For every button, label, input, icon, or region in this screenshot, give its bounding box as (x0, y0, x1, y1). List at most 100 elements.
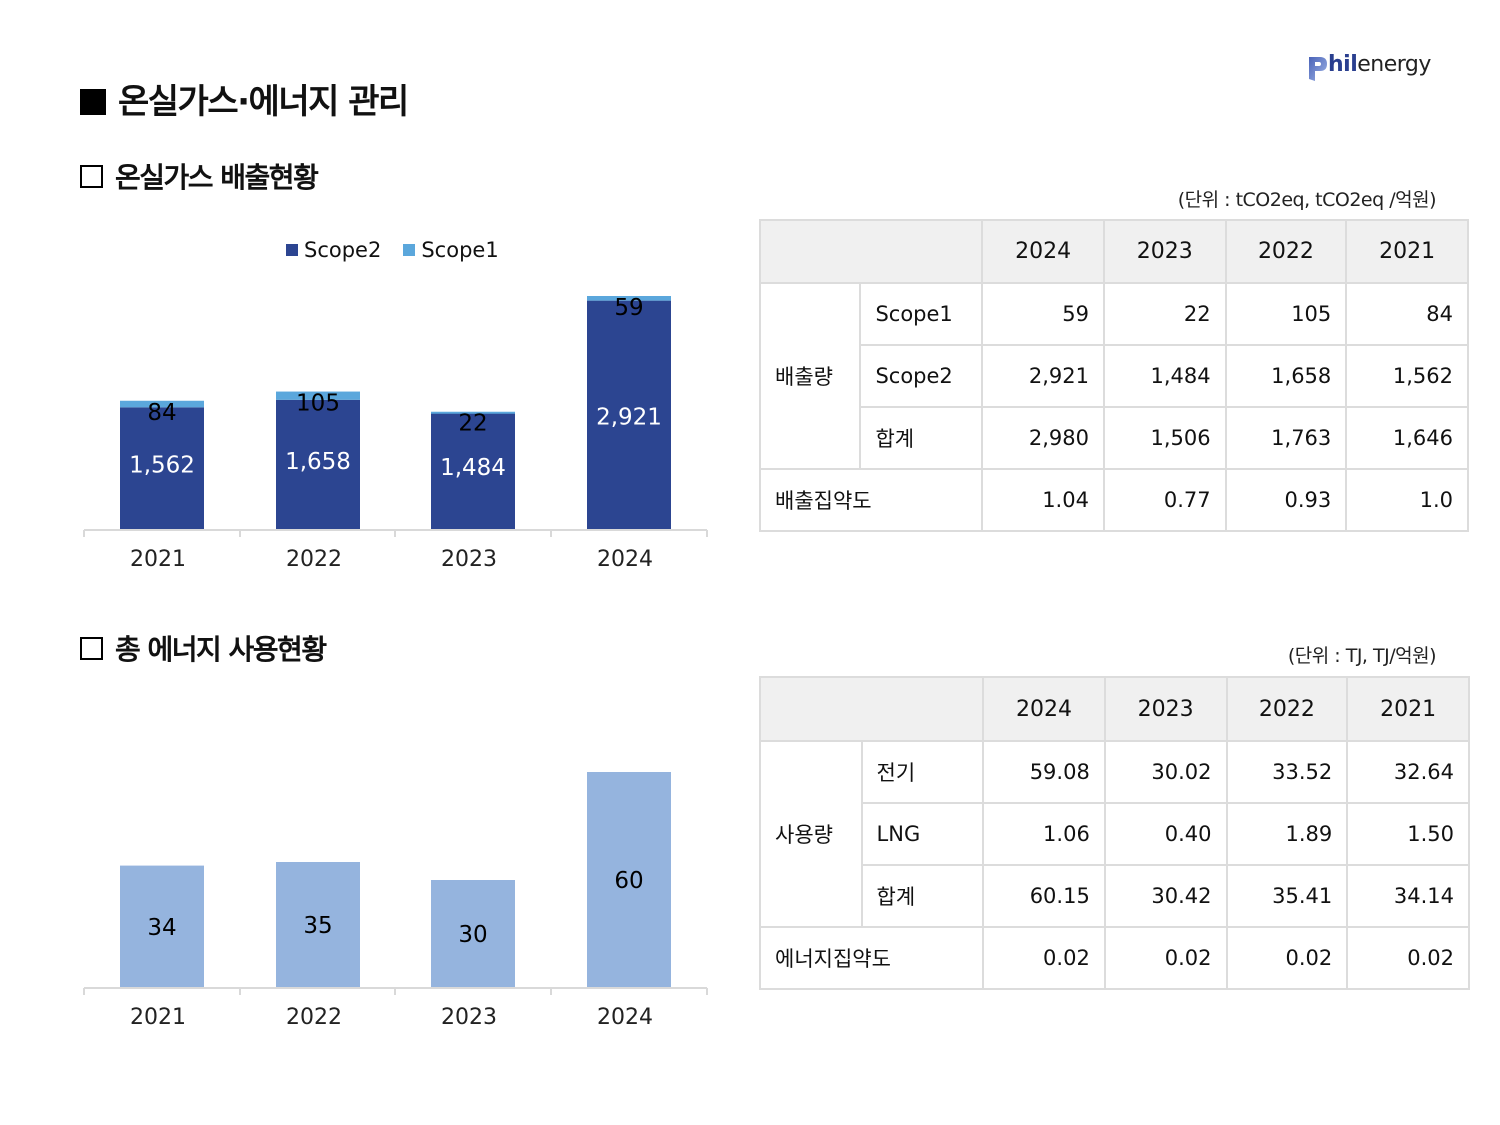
bar-scope1 (431, 411, 515, 414)
ghg-section-title: 온실가스 배출현황 (80, 156, 319, 196)
row-group-label: 사용량 (759, 740, 863, 928)
x-tick-label: 2022 (286, 1005, 342, 1030)
row-label: 합계 (859, 406, 984, 470)
company-logo: hilenergy (1306, 52, 1446, 86)
row-label: Scope1 (859, 282, 984, 346)
row-label: 에너지집약도 (758, 926, 985, 990)
x-tick-label: 2023 (441, 1005, 497, 1030)
ghg-unit-label: (단위 : tCO2eq, tCO2eq /억원) (1177, 189, 1437, 211)
table-cell: 1.50 (1346, 802, 1470, 866)
table-cell: 1,562 (1345, 344, 1469, 408)
data-label-scope2: 2,921 (596, 405, 662, 431)
table-cell: 0.02 (982, 926, 1106, 990)
table-cell: 0.02 (1103, 926, 1228, 990)
data-label-scope1: 105 (296, 391, 340, 417)
table-cell: 0.02 (1346, 926, 1470, 990)
table-cell: 0.40 (1103, 802, 1228, 866)
x-tick-label: 2021 (130, 1005, 186, 1030)
legend-item-scope1: Scope1 (403, 238, 499, 262)
chart-legend: Scope2 Scope1 (286, 238, 521, 262)
bar-scope2 (120, 407, 204, 530)
table-cell: 32.64 (1346, 740, 1470, 804)
legend-label-scope2: Scope2 (304, 238, 382, 262)
bar-scope2 (276, 399, 360, 530)
table-cell: 2,921 (981, 344, 1105, 408)
data-label-energy: 60 (614, 868, 643, 894)
table-cell: 34.14 (1346, 864, 1470, 928)
energy-section-title-text: 총 에너지 사용현황 (115, 633, 327, 666)
energy-unit-label: (단위 : TJ, TJ/억원) (1287, 645, 1437, 667)
table-cell: 59.08 (982, 740, 1106, 804)
x-tick-label: 2024 (597, 547, 653, 572)
table-cell: 1,763 (1224, 406, 1348, 470)
energy-usage-table: 2024 2023 2022 2021 사용량 전기 59.08 30.02 3… (758, 676, 1470, 990)
table-cell: 60.15 (982, 864, 1106, 928)
data-label-scope2: 1,484 (440, 455, 506, 481)
table-header-year: 2023 (1103, 676, 1228, 742)
table-cell: 30.42 (1103, 864, 1228, 928)
table-row: 합계 2,980 1,506 1,763 1,646 (760, 406, 1469, 470)
legend-item-scope2: Scope2 (286, 238, 381, 262)
row-group-label: 배출량 (758, 282, 862, 470)
logo-mark-icon (1309, 57, 1327, 81)
table-cell: 0.93 (1224, 468, 1348, 532)
table-cell: 1,484 (1102, 344, 1227, 408)
table-header-row: 2024 2023 2022 2021 (758, 219, 1469, 284)
ghg-emissions-table: 2024 2023 2022 2021 배출량 Scope1 59 22 105… (758, 219, 1469, 532)
table-cell: 1,658 (1224, 344, 1348, 408)
bar-energy (587, 772, 671, 988)
table-header-row: 2024 2023 2022 2021 (758, 676, 1470, 742)
x-tick-label: 2021 (130, 547, 186, 572)
data-label-energy: 30 (458, 922, 487, 948)
bar-scope1 (587, 296, 671, 301)
table-row: 합계 60.15 30.42 35.41 34.14 (760, 864, 1470, 928)
table-cell: 59 (981, 282, 1105, 346)
row-label: Scope2 (859, 344, 984, 408)
table-row: 사용량 전기 59.08 30.02 33.52 32.64 (759, 740, 1470, 928)
page-title: 온실가스·에너지 관리 (80, 74, 409, 123)
bar-scope1 (120, 400, 204, 408)
row-label: LNG (860, 802, 985, 866)
table-cell: 35.41 (1225, 864, 1349, 928)
legend-swatch-scope1 (403, 244, 416, 256)
table-header-blank (758, 219, 984, 284)
table-cell: 1.89 (1225, 802, 1349, 866)
table-row: 에너지집약도 0.02 0.02 0.02 0.02 (758, 926, 1470, 990)
table-cell: 30.02 (1103, 740, 1228, 804)
bar-scope2 (587, 300, 671, 530)
data-label-scope1: 84 (147, 400, 176, 426)
x-tick-label: 2023 (441, 547, 497, 572)
x-tick-label: 2022 (286, 547, 342, 572)
row-label: 전기 (860, 740, 985, 804)
row-label: 합계 (860, 864, 985, 928)
table-cell: 1.04 (981, 468, 1105, 532)
logo-wordmark: hilenergy (1328, 52, 1431, 77)
table-header-year: 2024 (982, 676, 1106, 742)
table-row: 배출집약도 1.04 0.77 0.93 1.0 (758, 468, 1469, 532)
logo-text-light: energy (1357, 52, 1431, 77)
bar-scope2 (431, 413, 515, 530)
table-cell: 0.02 (1225, 926, 1349, 990)
table-cell: 1,506 (1102, 406, 1227, 470)
legend-swatch-scope2 (286, 244, 298, 256)
table-header-year: 2021 (1345, 219, 1469, 284)
table-header-blank (758, 676, 985, 742)
table-cell: 105 (1224, 282, 1348, 346)
ghg-section-title-text: 온실가스 배출현황 (115, 161, 319, 194)
logo-text-bold: hil (1328, 52, 1358, 77)
table-cell: 0.77 (1102, 468, 1227, 532)
ghg-emissions-chart: 1,562 84 1,658 105 1,484 22 2,921 59 2021 2022 202… (83, 295, 708, 572)
table-cell: 22 (1102, 282, 1227, 346)
table-row: LNG 1.06 0.40 1.89 1.50 (760, 802, 1470, 866)
table-cell: 1.0 (1345, 468, 1469, 532)
table-header-year: 2022 (1224, 219, 1348, 284)
bar-energy (431, 880, 515, 988)
table-row: Scope2 2,921 1,484 1,658 1,562 (760, 344, 1469, 408)
empty-square-icon (80, 165, 103, 188)
filled-square-icon (80, 89, 106, 115)
table-header-year: 2024 (981, 219, 1105, 284)
energy-usage-chart: 34 35 30 60 2021 2022 2023 2024 (83, 772, 708, 1030)
table-header-year: 2022 (1225, 676, 1349, 742)
legend-label-scope1: Scope1 (421, 238, 499, 262)
empty-square-icon (80, 637, 103, 660)
